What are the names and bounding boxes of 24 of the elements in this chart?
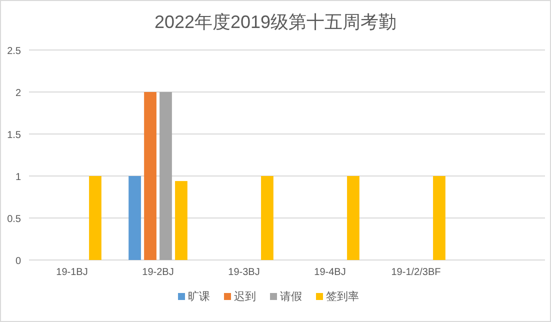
bar: [347, 176, 360, 260]
legend-label: 旷课: [188, 290, 210, 303]
y-tick-label: 1.5: [7, 130, 22, 141]
legend-label: 请假: [280, 290, 302, 303]
bar: [160, 92, 172, 260]
x-tick-label: 19-4BJ: [314, 267, 346, 278]
x-tick-label: 19-1BJ: [56, 267, 88, 278]
x-tick-label: 19-3BJ: [228, 267, 260, 278]
bar: [144, 92, 156, 260]
bar: [175, 181, 188, 260]
y-tick-label: 2: [15, 88, 22, 99]
bar: [89, 176, 102, 260]
y-tick-label: 2.5: [7, 46, 22, 57]
chart-title: 2022年度2019级第十五周考勤: [154, 12, 397, 32]
y-tick-label: 0: [15, 256, 22, 267]
x-tick-label: 19-2BJ: [142, 267, 174, 278]
legend-label: 迟到: [234, 290, 256, 303]
y-tick-label: 1: [15, 172, 22, 183]
bar: [433, 176, 446, 260]
legend-label: 签到率: [326, 290, 359, 303]
y-tick-label: 0.5: [7, 214, 22, 225]
bar: [128, 176, 141, 260]
bar: [261, 176, 274, 260]
x-tick-label: 19-1/2/3BF: [391, 267, 441, 278]
